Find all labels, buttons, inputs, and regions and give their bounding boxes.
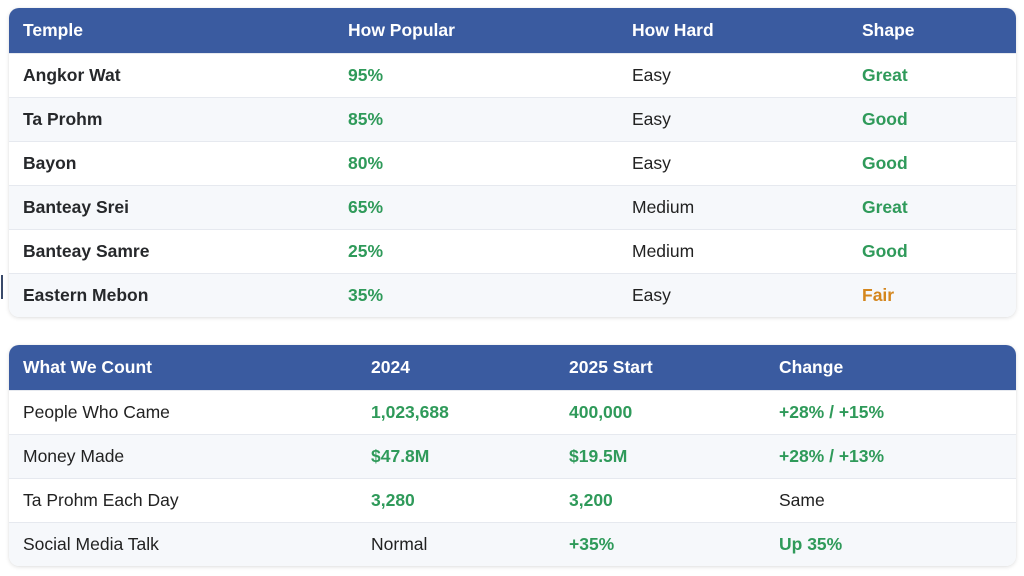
table-row: Bayon 80% Easy Good xyxy=(9,140,1016,185)
metric-name-cell: Money Made xyxy=(9,433,357,478)
popularity-cell: 85% xyxy=(334,96,618,141)
difficulty-cell: Easy xyxy=(618,140,848,185)
popularity-cell: 95% xyxy=(334,52,618,97)
temple-name-cell: Eastern Mebon xyxy=(9,272,334,317)
temple-name-cell: Banteay Srei xyxy=(9,184,334,229)
change-cell: Up 35% xyxy=(765,521,1016,566)
shape-cell: Fair xyxy=(848,272,1016,317)
temple-name-cell: Bayon xyxy=(9,140,334,185)
metric-name-cell: Social Media Talk xyxy=(9,521,357,566)
metric-name-cell: People Who Came xyxy=(9,389,357,434)
column-header-2025-start: 2025 Start xyxy=(569,356,653,377)
popularity-cell: 35% xyxy=(334,272,618,317)
shape-cell: Good xyxy=(848,228,1016,273)
temple-name-cell: Angkor Wat xyxy=(9,52,334,97)
value-2025-start-cell: $19.5M xyxy=(555,433,765,478)
popularity-cell: 65% xyxy=(334,184,618,229)
popularity-cell: 80% xyxy=(334,140,618,185)
shape-cell: Good xyxy=(848,96,1016,141)
metrics-table-header: What We Count 2024 2025 Start Change xyxy=(9,345,1016,390)
change-cell: +28% / +15% xyxy=(765,389,1016,434)
window-edge-marker xyxy=(1,275,3,299)
table-row: Eastern Mebon 35% Easy Fair xyxy=(9,272,1016,317)
table-row: Ta Prohm 85% Easy Good xyxy=(9,96,1016,141)
table-row: Banteay Samre 25% Medium Good xyxy=(9,228,1016,273)
table-row: Social Media Talk Normal +35% Up 35% xyxy=(9,521,1016,566)
difficulty-cell: Medium xyxy=(618,228,848,273)
difficulty-cell: Easy xyxy=(618,52,848,97)
temples-table-card: Temple How Popular How Hard Shape Angkor… xyxy=(9,8,1016,317)
column-header-shape: Shape xyxy=(862,19,915,40)
value-2025-start-cell: 3,200 xyxy=(555,477,765,522)
metric-name-cell: Ta Prohm Each Day xyxy=(9,477,357,522)
table-row: People Who Came 1,023,688 400,000 +28% / +1… xyxy=(9,389,1016,434)
temples-table-header: Temple How Popular How Hard Shape xyxy=(9,8,1016,53)
difficulty-cell: Easy xyxy=(618,96,848,141)
temple-name-cell: Banteay Samre xyxy=(9,228,334,273)
column-header-change: Change xyxy=(779,356,844,377)
column-header-temple: Temple xyxy=(23,19,83,40)
header-row: Temple How Popular How Hard Shape xyxy=(9,8,1016,53)
value-2024-cell: Normal xyxy=(357,521,555,566)
change-cell: Same xyxy=(765,477,1016,522)
popularity-cell: 25% xyxy=(334,228,618,273)
metrics-table: What We Count 2024 2025 Start Change Peo… xyxy=(9,345,1016,566)
difficulty-cell: Medium xyxy=(618,184,848,229)
value-2024-cell: $47.8M xyxy=(357,433,555,478)
table-row: Money Made $47.8M $19.5M +28% / +13% xyxy=(9,433,1016,478)
value-2025-start-cell: +35% xyxy=(555,521,765,566)
shape-cell: Great xyxy=(848,184,1016,229)
value-2025-start-cell: 400,000 xyxy=(555,389,765,434)
value-2024-cell: 1,023,688 xyxy=(357,389,555,434)
table-row: Banteay Srei 65% Medium Great xyxy=(9,184,1016,229)
shape-cell: Good xyxy=(848,140,1016,185)
difficulty-cell: Easy xyxy=(618,272,848,317)
column-header-difficulty: How Hard xyxy=(632,19,714,40)
temples-table: Temple How Popular How Hard Shape Angkor… xyxy=(9,8,1016,317)
temples-table-body: Angkor Wat 95% Easy Great Ta Prohm 85% Easy Goo… xyxy=(9,52,1016,317)
shape-cell: Great xyxy=(848,52,1016,97)
header-row: What We Count 2024 2025 Start Change xyxy=(9,345,1016,390)
table-row: Angkor Wat 95% Easy Great xyxy=(9,52,1016,97)
metrics-table-body: People Who Came 1,023,688 400,000 +28% / +1… xyxy=(9,389,1016,566)
column-header-metric: What We Count xyxy=(23,356,152,377)
column-header-popularity: How Popular xyxy=(348,19,455,40)
column-header-2024: 2024 xyxy=(371,356,410,377)
metrics-table-card: What We Count 2024 2025 Start Change Peo… xyxy=(9,345,1016,566)
table-row: Ta Prohm Each Day 3,280 3,200 Same xyxy=(9,477,1016,522)
temple-name-cell: Ta Prohm xyxy=(9,96,334,141)
value-2024-cell: 3,280 xyxy=(357,477,555,522)
change-cell: +28% / +13% xyxy=(765,433,1016,478)
